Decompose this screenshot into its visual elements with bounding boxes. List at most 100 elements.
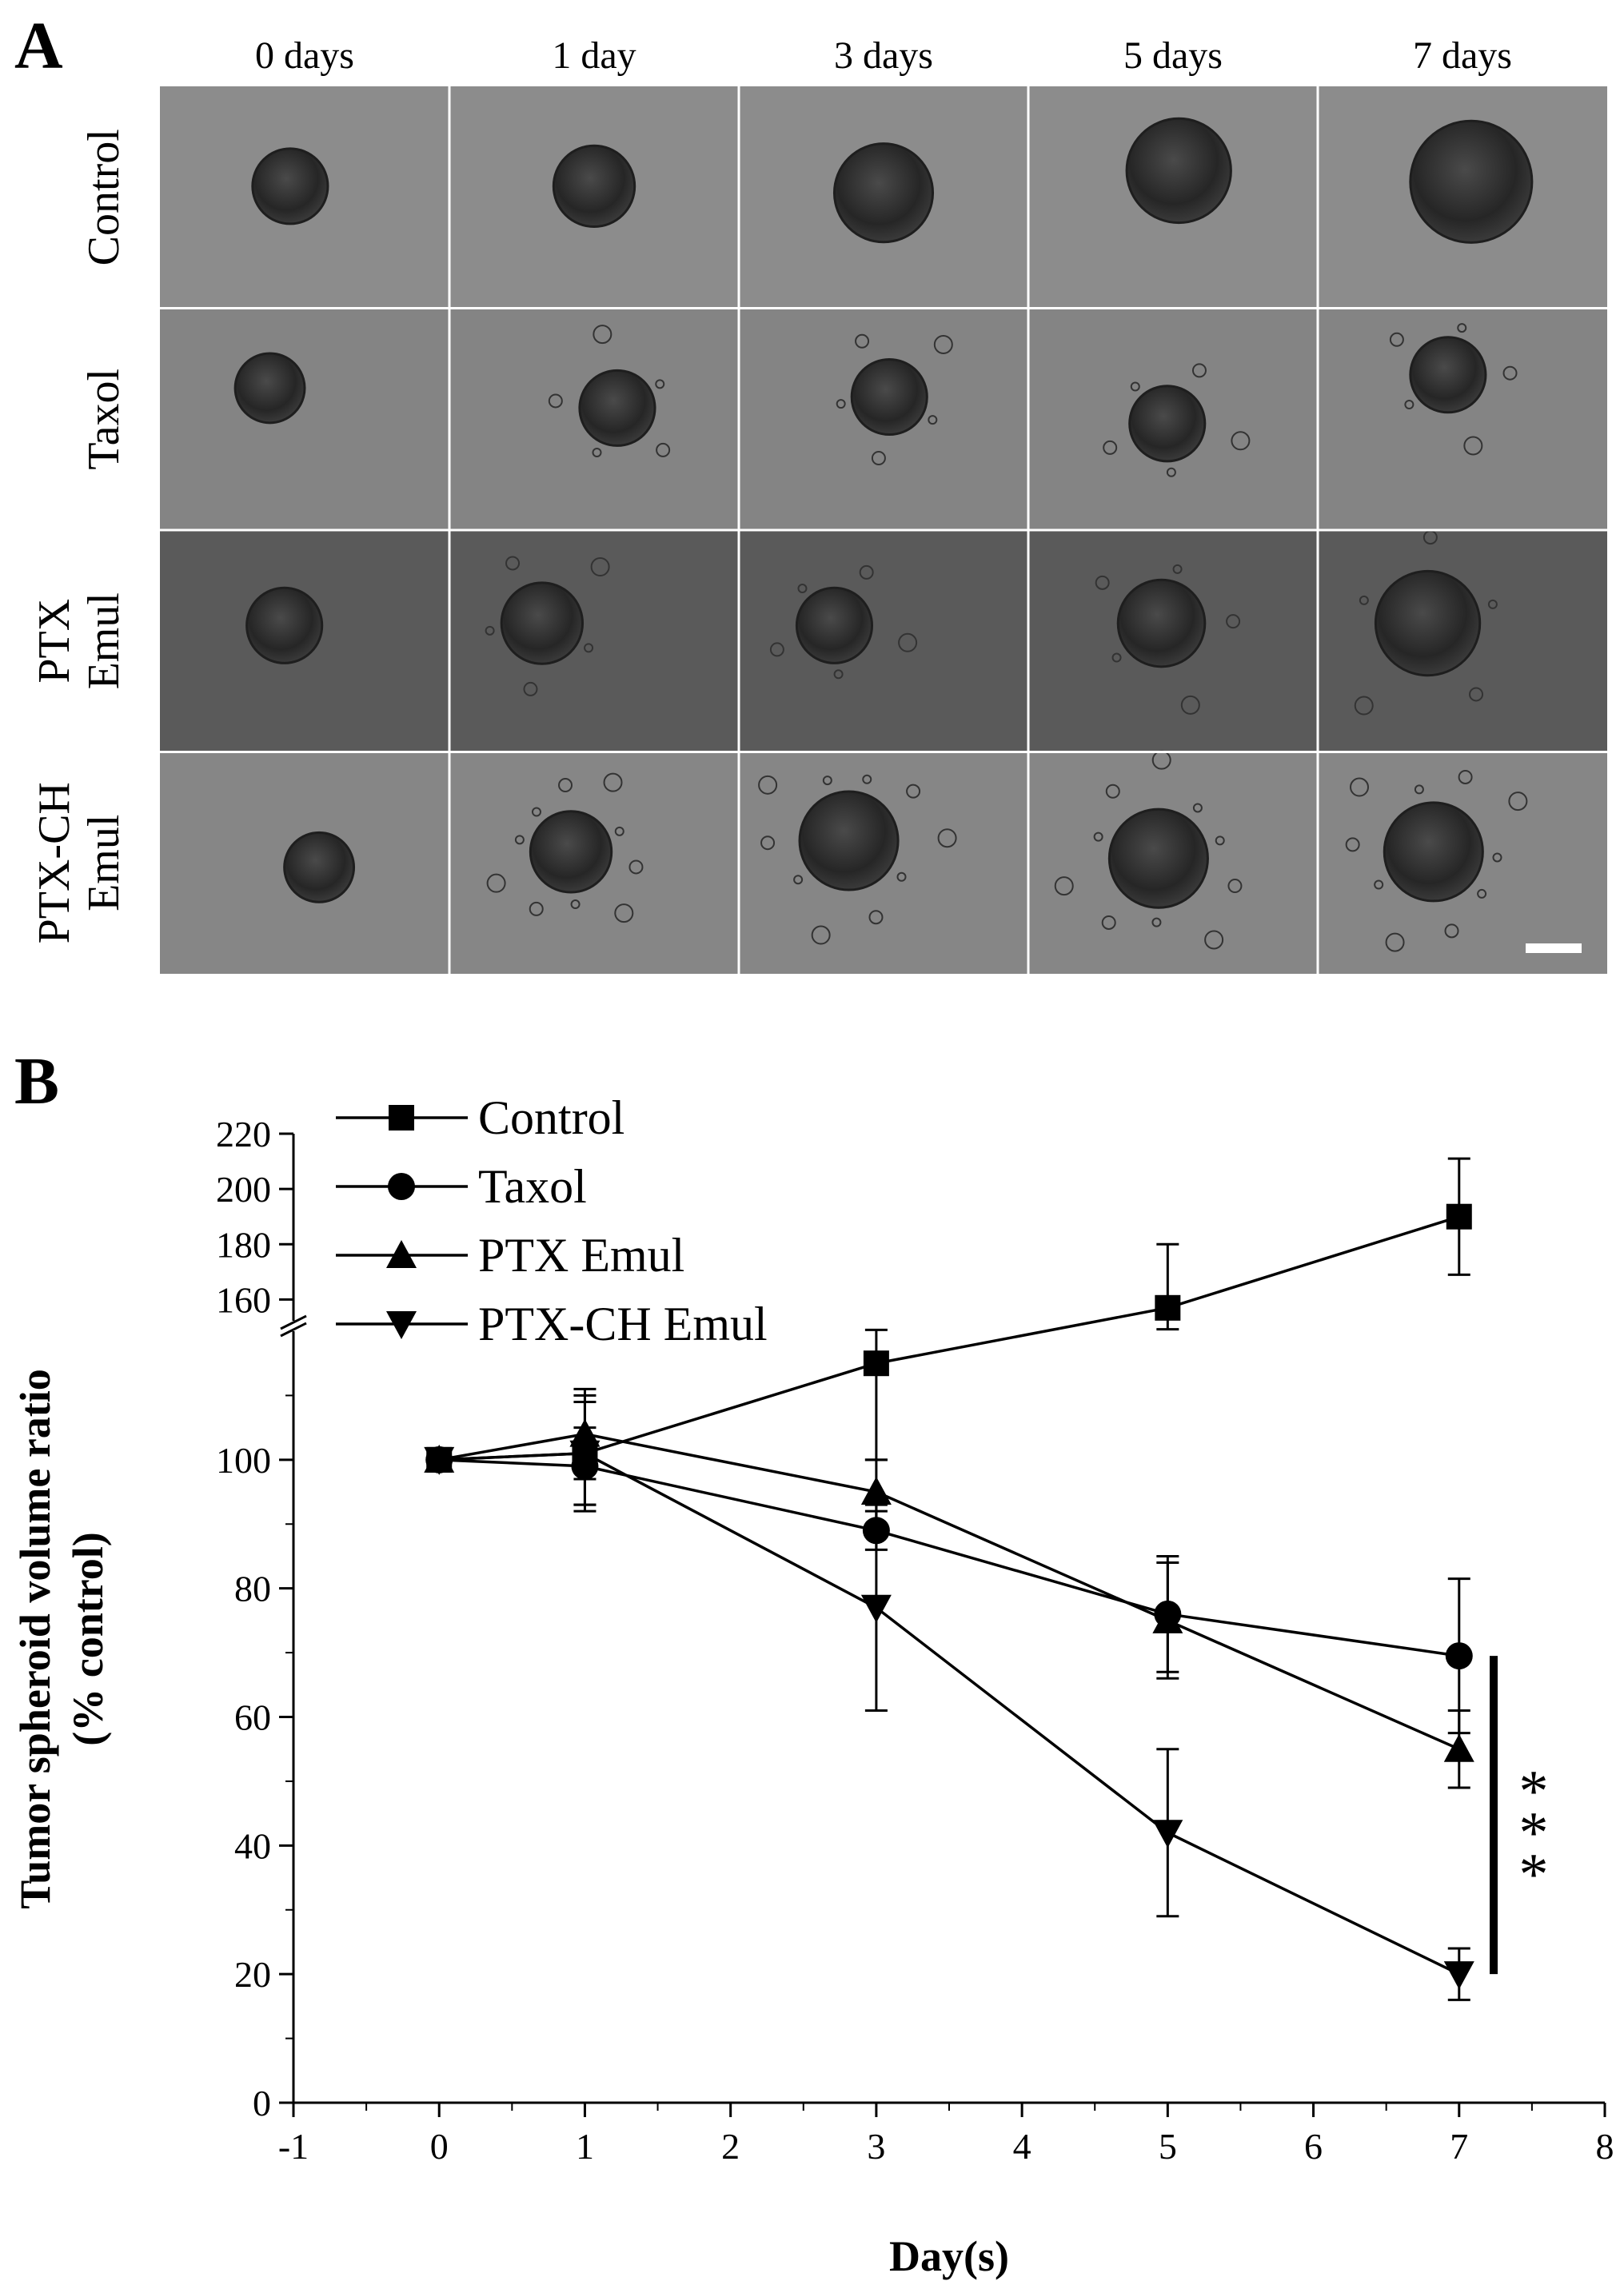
debris bbox=[769, 642, 784, 657]
micrograph-cell bbox=[1318, 308, 1607, 530]
spheroid bbox=[529, 810, 613, 894]
spheroid bbox=[1409, 336, 1487, 414]
spheroid bbox=[795, 586, 874, 664]
spheroid bbox=[283, 831, 356, 903]
axis-break-mark bbox=[280, 1314, 307, 1330]
y-tick-label: 180 bbox=[216, 1224, 271, 1265]
y-tick-label: 40 bbox=[234, 1825, 271, 1866]
error-bars bbox=[573, 1157, 1470, 2001]
debris bbox=[1469, 687, 1484, 702]
significance-marker: *** bbox=[1490, 1656, 1549, 1975]
debris bbox=[614, 826, 624, 836]
debris bbox=[584, 643, 594, 653]
debris bbox=[1103, 440, 1118, 455]
micrograph-cell bbox=[449, 530, 739, 752]
micrograph-background bbox=[160, 308, 449, 530]
debris bbox=[1414, 784, 1424, 795]
debris bbox=[514, 835, 525, 845]
data-point bbox=[569, 1418, 601, 1447]
x-tick-label: 7 bbox=[1450, 2126, 1468, 2167]
debris bbox=[1463, 436, 1483, 456]
column-label: 3 days bbox=[834, 34, 933, 77]
column-label: 7 days bbox=[1413, 34, 1512, 77]
debris bbox=[655, 379, 665, 389]
data-point bbox=[860, 1477, 892, 1505]
debris bbox=[1487, 599, 1498, 609]
debris bbox=[862, 774, 872, 784]
debris bbox=[1101, 915, 1116, 930]
spheroid bbox=[1125, 117, 1232, 225]
debris bbox=[760, 835, 776, 851]
debris bbox=[614, 903, 634, 923]
row-label: PTX bbox=[30, 599, 79, 684]
debris bbox=[570, 899, 581, 910]
data-point bbox=[1155, 1294, 1181, 1321]
x-tick-label: 6 bbox=[1304, 2126, 1323, 2167]
x-tick-label: 0 bbox=[430, 2126, 449, 2167]
debris bbox=[1477, 888, 1487, 899]
row-label: Taxol bbox=[79, 369, 129, 470]
column-label: 5 days bbox=[1123, 34, 1223, 77]
legend-label: Taxol bbox=[478, 1160, 587, 1213]
x-tick-label: 1 bbox=[576, 2126, 594, 2167]
debris bbox=[868, 910, 884, 925]
significance-star: * bbox=[1519, 1842, 1549, 1908]
micrograph-cell bbox=[1318, 752, 1607, 974]
panel-b-letter: B bbox=[14, 1044, 59, 1119]
legend-marker bbox=[389, 1105, 414, 1131]
micrograph-cell bbox=[1028, 86, 1318, 309]
debris bbox=[523, 681, 538, 696]
debris bbox=[1093, 831, 1103, 842]
debris bbox=[1227, 879, 1243, 894]
data-point bbox=[1443, 1733, 1474, 1762]
micrograph-cell bbox=[449, 752, 739, 974]
debris bbox=[1385, 932, 1405, 952]
spheroid bbox=[1409, 119, 1534, 244]
debris bbox=[1111, 652, 1122, 663]
debris bbox=[1054, 876, 1074, 896]
debris bbox=[1350, 777, 1370, 797]
y-tick-label: 20 bbox=[234, 1954, 271, 1995]
debris bbox=[1354, 696, 1374, 716]
micrograph-cell bbox=[739, 752, 1028, 974]
column-label: 1 day bbox=[552, 34, 636, 77]
debris bbox=[485, 625, 495, 636]
debris bbox=[1226, 614, 1241, 629]
spheroid bbox=[245, 586, 324, 664]
debris bbox=[871, 450, 886, 465]
debris bbox=[656, 442, 671, 457]
micrograph-cell bbox=[1028, 750, 1318, 974]
micrograph-cell bbox=[449, 308, 739, 530]
debris bbox=[933, 334, 953, 354]
data-point bbox=[863, 1350, 889, 1377]
legend-marker bbox=[388, 1173, 415, 1200]
debris bbox=[811, 925, 831, 945]
debris bbox=[797, 584, 808, 594]
debris bbox=[822, 776, 832, 786]
y-axis-title-line-2: (% control) bbox=[64, 1532, 112, 1745]
scale-bar bbox=[1526, 943, 1582, 953]
debris bbox=[1215, 835, 1225, 846]
debris bbox=[1345, 837, 1360, 852]
spheroid bbox=[251, 147, 329, 225]
debris bbox=[906, 784, 921, 799]
debris bbox=[1130, 381, 1140, 392]
data-point bbox=[860, 1594, 892, 1623]
debris bbox=[1502, 365, 1518, 381]
debris bbox=[1404, 400, 1415, 410]
debris bbox=[836, 399, 846, 409]
debris bbox=[793, 875, 804, 885]
x-axis-title: Day(s) bbox=[889, 2232, 1009, 2280]
micrograph-grid bbox=[160, 86, 1607, 974]
spheroid bbox=[233, 352, 306, 425]
micrograph-cell bbox=[739, 86, 1028, 309]
debris bbox=[898, 632, 918, 652]
data-point bbox=[1443, 1961, 1474, 1990]
data-point bbox=[424, 1446, 455, 1475]
debris bbox=[1192, 803, 1203, 813]
debris bbox=[1105, 784, 1120, 799]
